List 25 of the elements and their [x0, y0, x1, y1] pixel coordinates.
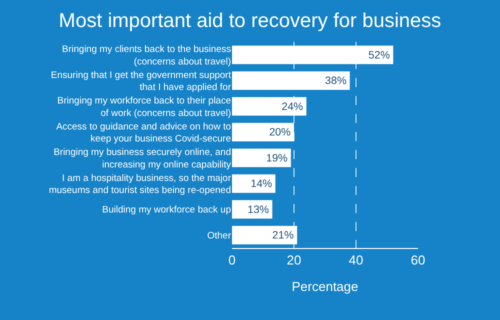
y-tick-label: Bringing my clients back to the business (concerns about travel): [62, 44, 232, 68]
y-tick-label: Bringing my workforce back to their place of work (concerns about travel): [57, 96, 231, 119]
bar: [232, 174, 276, 193]
y-tick-label: Access to guidance and advice on how to keep your business Covid-secure: [56, 121, 231, 145]
x-tick-label: 0: [228, 252, 236, 268]
y-tick-label: Building my workforce back up: [102, 204, 231, 216]
data-label: 52%: [368, 49, 390, 62]
y-tick-label: Ensuring that I get the government support that I have applied for: [50, 70, 232, 94]
y-tick-label: Bringing my business securely online, and increasing my online capability: [54, 147, 232, 170]
chart-title: Most important aid to recovery for business: [58, 10, 442, 32]
x-tick-label: 40: [348, 252, 364, 268]
data-label: 14%: [250, 178, 273, 190]
data-label: 21%: [272, 230, 294, 242]
bar: [232, 148, 291, 168]
data-label: 38%: [325, 75, 347, 88]
y-tick-label: I am a hospitality business, so the major museums and tourist sites being re-opened: [48, 172, 231, 196]
x-tick-label: 60: [410, 252, 426, 268]
x-tick-label: 20: [286, 252, 302, 268]
data-label: 13%: [247, 204, 270, 216]
data-label: 24%: [282, 100, 304, 113]
y-tick-label: Other: [207, 230, 231, 242]
bar: [232, 71, 350, 90]
data-label: 20%: [269, 126, 292, 139]
data-label: 19%: [266, 152, 288, 164]
x-axis-title: Percentage: [292, 279, 358, 294]
